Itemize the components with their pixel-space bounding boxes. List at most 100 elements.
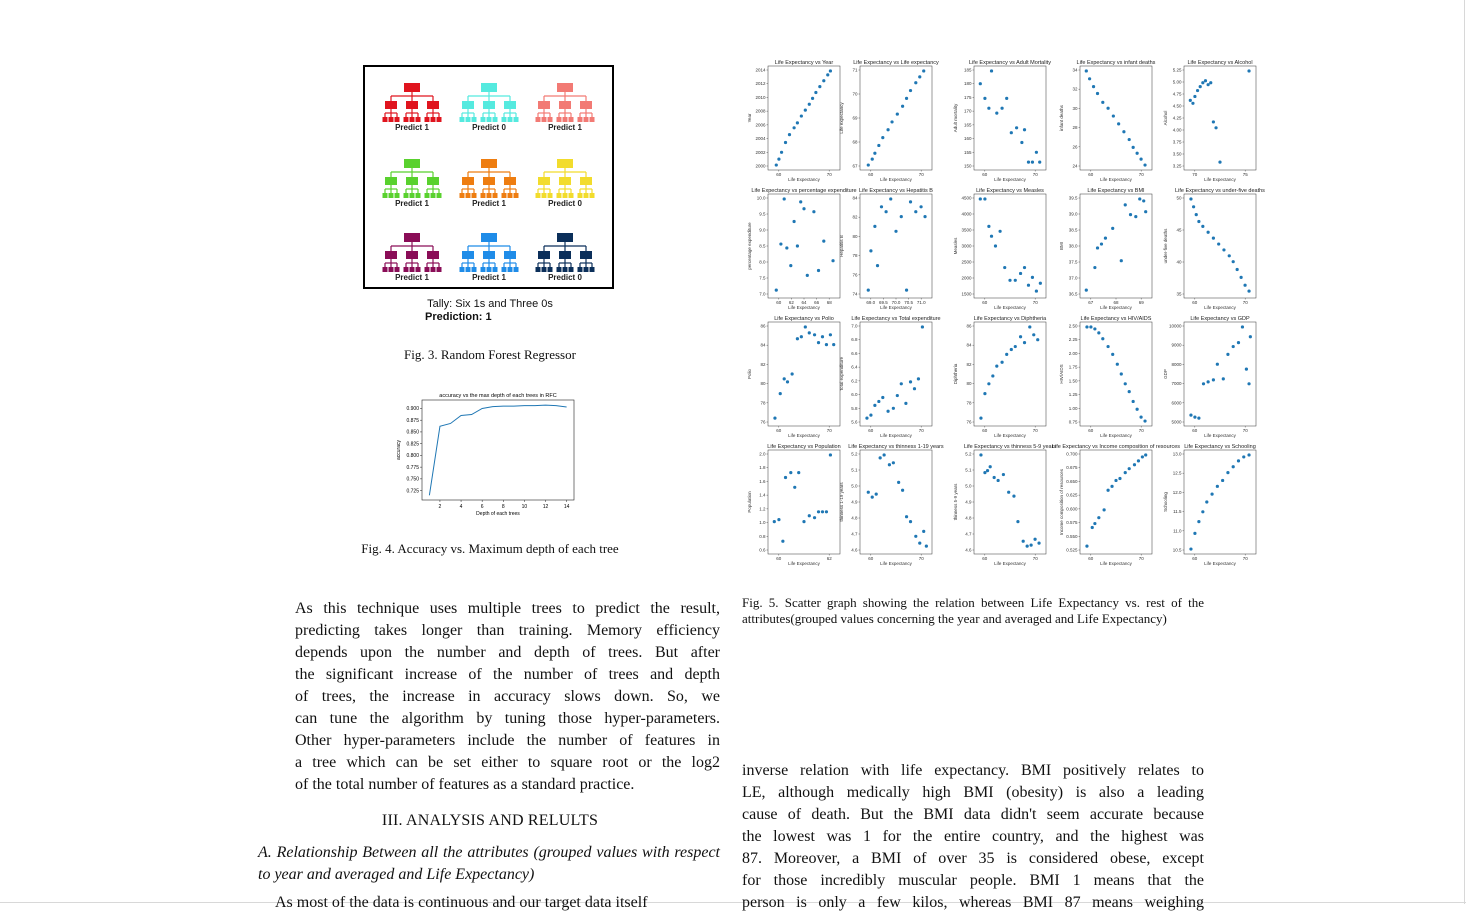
scatter-point xyxy=(1123,471,1127,475)
panel-y-tick-label: 40 xyxy=(1176,260,1182,265)
scatter-point xyxy=(899,215,903,219)
scatter-point xyxy=(1021,539,1025,543)
panel-x-label: Life Expectancy xyxy=(1100,561,1133,566)
panel-y-tick-label: 0.525 xyxy=(1066,548,1078,553)
scatter-point xyxy=(1231,344,1235,349)
panel-y-tick-label: 5.8 xyxy=(851,406,858,411)
scatter-panel: Life Expectancy vs under-five deaths Life… xyxy=(1163,188,1265,310)
tree-prediction-label: Predict 1 xyxy=(395,123,429,132)
scatter-point xyxy=(873,403,877,407)
scatter-point xyxy=(908,380,913,384)
panel-y-tick-label: 1.50 xyxy=(1069,378,1078,383)
prediction-text: Prediction: 1 xyxy=(425,311,492,323)
scatter-point xyxy=(890,120,894,124)
panel-x-tick-label: 70.5 xyxy=(904,300,913,305)
panel-frame xyxy=(1183,449,1257,555)
scatter-point xyxy=(778,392,782,396)
left-paragraph-line: depends upon the number and depth of tre… xyxy=(295,644,720,661)
scatter-panel: Life Expectancy vs Life expectancy Life E… xyxy=(839,60,939,182)
tree-prediction-label: Predict 1 xyxy=(548,123,582,132)
panel-title: Life Expectancy vs Diphtheria xyxy=(974,316,1047,322)
scatter-point xyxy=(816,510,821,514)
scatter-panel: Life Expectancy vs Schooling Life Expecta… xyxy=(1163,444,1257,566)
panel-y-tick-label: 4.25 xyxy=(1173,116,1182,121)
panel-x-label: Life Expectancy xyxy=(788,561,821,566)
scatter-point xyxy=(886,409,890,413)
panel-y-tick-label: 2012 xyxy=(755,81,766,86)
panel-y-tick-label: 82 xyxy=(760,362,766,367)
panel-y-tick-label: 0.600 xyxy=(1066,506,1078,511)
panel-y-tick-label: 180 xyxy=(964,81,972,86)
scatter-point xyxy=(919,205,923,209)
scatter-point xyxy=(1033,537,1037,541)
fig5-caption: Fig. 5. Scatter graph showing the relati… xyxy=(742,595,1204,626)
panel-y-tick-label: 11.0 xyxy=(1173,528,1182,533)
scatter-point xyxy=(1106,106,1110,110)
section-heading-text: III. ANALYSIS AND RELULTS xyxy=(381,812,599,829)
scatter-point xyxy=(783,140,788,145)
scatter-point xyxy=(1101,100,1105,104)
panel-frame xyxy=(1079,449,1153,555)
scatter-point xyxy=(1099,242,1104,246)
panel-x-label: Life Expectancy xyxy=(1204,433,1237,438)
right-paragraph-line: inverse relation with life expectancy. B… xyxy=(742,762,1204,779)
panel-y-tick-label: 86 xyxy=(760,324,766,329)
y-tick-label: 0.775 xyxy=(406,465,419,471)
right-paragraph-line: LE, although medically high BMI (obesity… xyxy=(742,784,1204,801)
panel-title: Life Expectancy vs Schooling xyxy=(1184,444,1256,450)
panel-y-tick-label: 3000 xyxy=(961,244,972,249)
panel-y-tick-label: 38.0 xyxy=(1069,244,1078,249)
panel-y-tick-label: 175 xyxy=(964,95,972,100)
scatter-point xyxy=(1097,331,1101,335)
scatter-point xyxy=(1111,352,1115,356)
scatter-point xyxy=(1193,531,1197,535)
right-paragraph: inverse relation with life expectancy. B… xyxy=(742,760,1204,914)
scatter-point xyxy=(1211,378,1215,382)
scatter-point xyxy=(1144,210,1148,214)
scatter-point xyxy=(1029,543,1033,547)
scatter-point xyxy=(805,273,809,277)
scatter-point xyxy=(904,515,909,519)
panel-y-label: Alcohol xyxy=(1163,111,1168,126)
panel-x-tick-label: 70 xyxy=(1243,556,1249,561)
panel-y-tick-label: 4.8 xyxy=(965,516,972,521)
panel-frame xyxy=(973,65,1047,171)
y-tick-label: 0.900 xyxy=(406,406,419,412)
scatter-point xyxy=(828,453,832,457)
panel-y-tick-label: 0.550 xyxy=(1066,534,1078,539)
scatter-point xyxy=(987,106,991,110)
panel-y-tick-label: 5.25 xyxy=(1173,68,1182,73)
panel-y-tick-label: 12.5 xyxy=(1173,471,1182,476)
y-tick-label: 0.825 xyxy=(406,441,419,447)
panel-y-tick-label: 7000 xyxy=(1171,381,1182,386)
scatter-point xyxy=(1240,325,1245,329)
scatter-point xyxy=(828,69,832,73)
scatter-panel: Life Expectancy vs BMI Life Expectancy BMI… xyxy=(1059,188,1153,310)
panel-y-label: under-five deaths xyxy=(1163,228,1168,264)
scatter-point xyxy=(1028,325,1032,329)
scatter-point xyxy=(779,242,783,246)
scatter-point xyxy=(799,200,803,204)
panel-title: Life Expectancy vs under-five deaths xyxy=(1175,188,1265,194)
x-tick-label: 14 xyxy=(564,504,570,510)
scatter-point xyxy=(1143,419,1147,423)
panel-y-label: Adult mortality xyxy=(953,103,958,132)
scatter-point xyxy=(881,136,885,140)
x-tick-label: 6 xyxy=(481,504,484,510)
scatter-point xyxy=(908,200,913,204)
scatter-point xyxy=(1013,278,1017,282)
panel-y-label: Measles xyxy=(953,237,958,255)
y-tick-label: 0.850 xyxy=(406,430,419,436)
scatter-point xyxy=(1032,333,1036,337)
panel-y-tick-label: 5000 xyxy=(1171,420,1182,425)
scatter-point xyxy=(897,480,901,484)
scatter-point xyxy=(1226,352,1230,356)
right-paragraph-line: the lowest was 1 for the entire country,… xyxy=(742,828,1204,845)
scatter-point xyxy=(873,224,877,228)
scatter-point xyxy=(807,102,811,106)
scatter-point xyxy=(882,453,886,457)
scatter-point xyxy=(989,234,994,238)
panel-title: Life Expectancy vs GDP xyxy=(1190,316,1250,322)
panel-y-label: Life expectancy xyxy=(839,102,844,134)
left-paragraph-line: a tree which can be set either to square… xyxy=(295,754,720,771)
